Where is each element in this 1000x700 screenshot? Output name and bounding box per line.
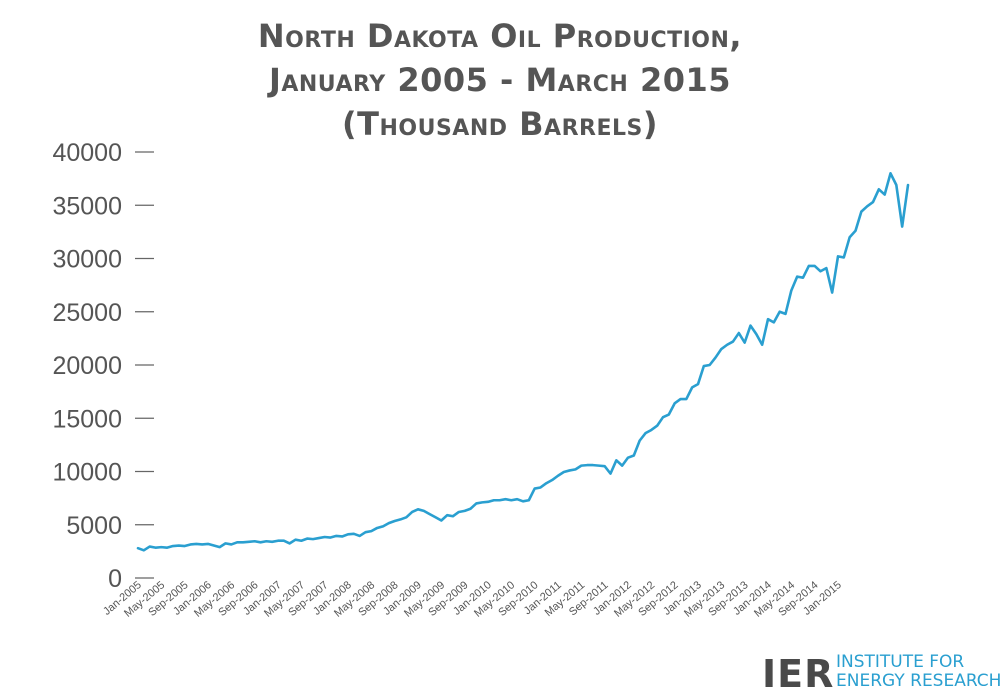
y-tick-label: 35000 — [52, 192, 122, 220]
logo-line-2: ENERGY RESEARCH — [836, 671, 1000, 691]
chart-title-line-1: North Dakota Oil Production, — [257, 17, 743, 55]
logo-mark: IER — [762, 652, 835, 696]
y-axis: 0 5000 10000 15000 20000 25000 30000 35000 40000 — [52, 139, 154, 593]
logo-line-1: INSTITUTE FOR — [836, 652, 965, 672]
chart-title: North Dakota Oil Production, January 200… — [190, 14, 810, 146]
y-tick-label: 0 — [108, 565, 122, 593]
chart-title-line-3: (Thousand Barrels) — [342, 105, 658, 143]
y-tick-label: 25000 — [52, 299, 122, 327]
y-tick-label: 5000 — [66, 512, 122, 540]
y-tick-label: 30000 — [52, 246, 122, 274]
y-tick-label: 15000 — [52, 405, 122, 433]
chart-title-line-2: January 2005 - March 2015 — [268, 61, 732, 99]
y-tick-label: 10000 — [52, 459, 122, 487]
y-tick-label: 20000 — [52, 352, 122, 380]
y-tick-label: 40000 — [52, 139, 122, 167]
series-line — [136, 172, 910, 552]
x-axis: Jan-2005May-2005Sep-2005Jan-2006May-2006… — [101, 579, 844, 620]
logo-text: INSTITUTE FOR ENERGY RESEARCH — [836, 653, 1000, 691]
series-layer — [136, 172, 910, 552]
